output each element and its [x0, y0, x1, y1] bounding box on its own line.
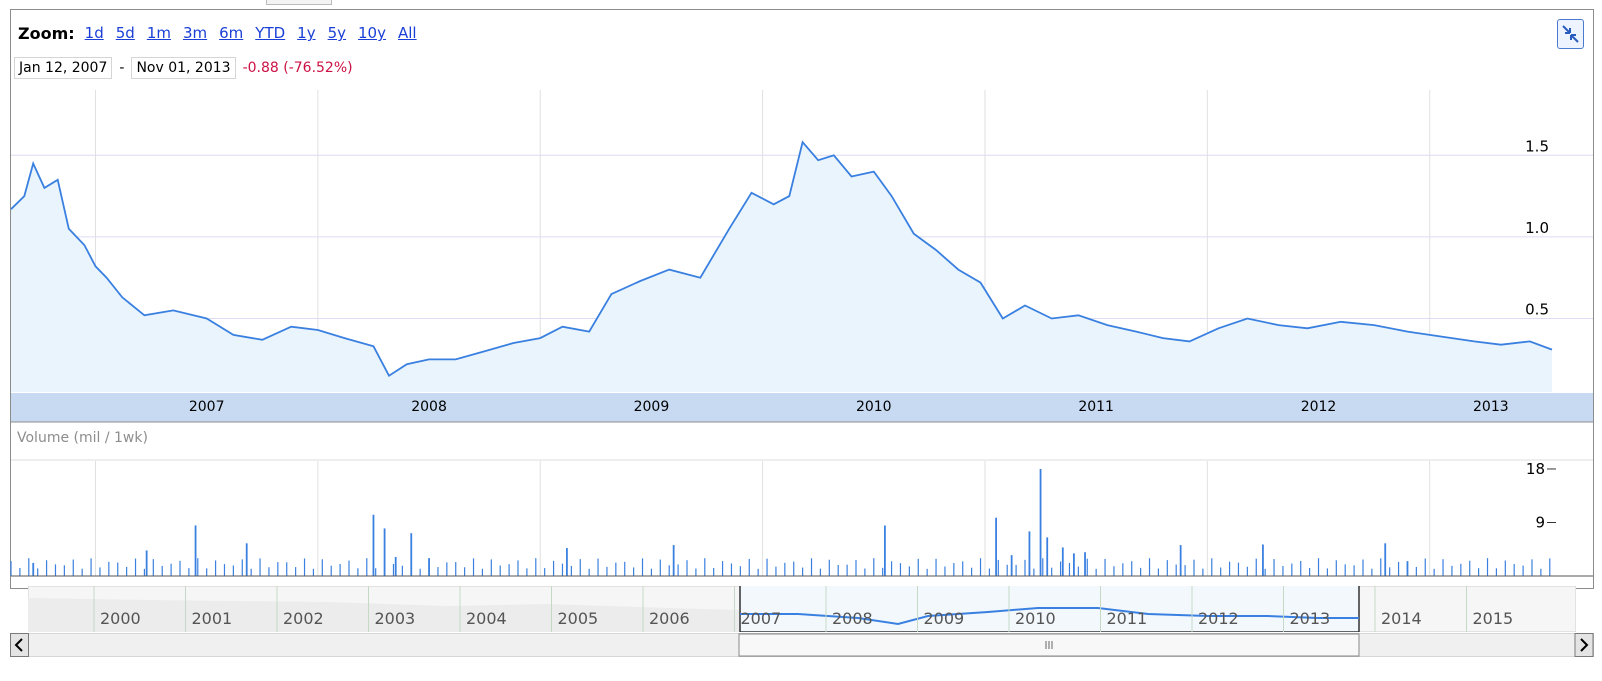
zoom-all-link[interactable]: All [397, 24, 417, 42]
navigator-year-label: 2005 [558, 609, 599, 628]
y-tick-label: 1.0 [1525, 219, 1549, 237]
scroll-right-button[interactable] [1574, 633, 1594, 657]
navigator-year-label: 2008 [832, 609, 873, 628]
zoom-1y-link[interactable]: 1y [297, 24, 316, 42]
volume-bars [10, 468, 1551, 576]
x-tick-label: 2008 [411, 399, 447, 415]
navigator-year-label: 2012 [1198, 609, 1239, 628]
x-tick-label: 2007 [189, 399, 225, 415]
tab-stub [266, 0, 332, 5]
chevron-right-icon [1580, 638, 1589, 652]
date-separator: - [119, 60, 125, 76]
navigator-year-label: 2011 [1107, 609, 1148, 628]
zoom-3m-link[interactable]: 3m [182, 24, 208, 42]
y-tick-label: 0.5 [1525, 301, 1549, 319]
navigator-year-label: 2001 [192, 609, 233, 628]
collapse-arrows-icon [1562, 25, 1579, 43]
navigator-year-label: 2000 [100, 609, 141, 628]
volume-label: Volume (mil / 1wk) [17, 430, 148, 446]
zoom-1m-link[interactable]: 1m [146, 24, 171, 42]
navigator-history-area [28, 598, 740, 632]
zoom-6m-link[interactable]: 6m [219, 24, 244, 42]
navigator-year-label: 2002 [283, 609, 324, 628]
navigator-year-label: 2006 [649, 609, 690, 628]
date-range: Jan 12, 2007 - Nov 01, 2013 -0.88 (-76.5… [14, 55, 353, 81]
navigator[interactable]: 2000 2001 2002 2003 2004 2005 2006 2007 2008 2009… [28, 586, 1576, 632]
zoom-10y-link[interactable]: 10y [358, 24, 386, 42]
x-tick-label: 2011 [1078, 399, 1114, 415]
navigator-year-label: 2015 [1473, 609, 1514, 628]
zoom-5y-link[interactable]: 5y [327, 24, 347, 42]
navigator-year-label: 2004 [466, 609, 507, 628]
volume-grid [94, 461, 1431, 576]
scrollbar[interactable] [10, 633, 1594, 657]
start-date-field[interactable]: Jan 12, 2007 [14, 57, 113, 79]
zoom-1d-link[interactable]: 1d [84, 24, 104, 42]
zoom-label: Zoom: [18, 23, 75, 43]
zoom-5d-link[interactable]: 5d [115, 24, 135, 42]
price-area [11, 142, 1552, 392]
x-axis-band [11, 393, 1593, 422]
x-tick-label: 2013 [1473, 399, 1509, 415]
end-date-field[interactable]: Nov 01, 2013 [131, 57, 236, 79]
zoom-toolbar: Zoom: 1d 5d 1m 3m 6m YTD 1y 5y 10y All [18, 22, 429, 44]
price-change: -0.88 (-76.52%) [242, 60, 353, 76]
volume-tick-label: 9 [1535, 513, 1545, 531]
x-tick-label: 2009 [634, 399, 670, 415]
navigator-line [740, 607, 1359, 626]
x-tick-label: 2010 [856, 399, 892, 415]
navigator-year-label: 2010 [1015, 609, 1056, 628]
price-line [10, 140, 1553, 377]
scroll-left-button[interactable] [10, 633, 29, 657]
x-tick-label: 2012 [1301, 399, 1337, 415]
navigator-year-label: 2009 [924, 609, 965, 628]
y-tick-label: 1.5 [1525, 137, 1549, 155]
volume-tick-label: 18 [1526, 460, 1545, 478]
navigator-year-label: 2013 [1290, 609, 1331, 628]
resize-button[interactable] [1557, 19, 1584, 49]
navigator-year-label: 2014 [1381, 609, 1422, 628]
chevron-left-icon [14, 638, 23, 652]
grip-icon [1045, 641, 1053, 649]
navigator-year-label: 2003 [375, 609, 416, 628]
zoom-ytd-link[interactable]: YTD [255, 24, 286, 42]
navigator-year-label: 2007 [741, 609, 782, 628]
